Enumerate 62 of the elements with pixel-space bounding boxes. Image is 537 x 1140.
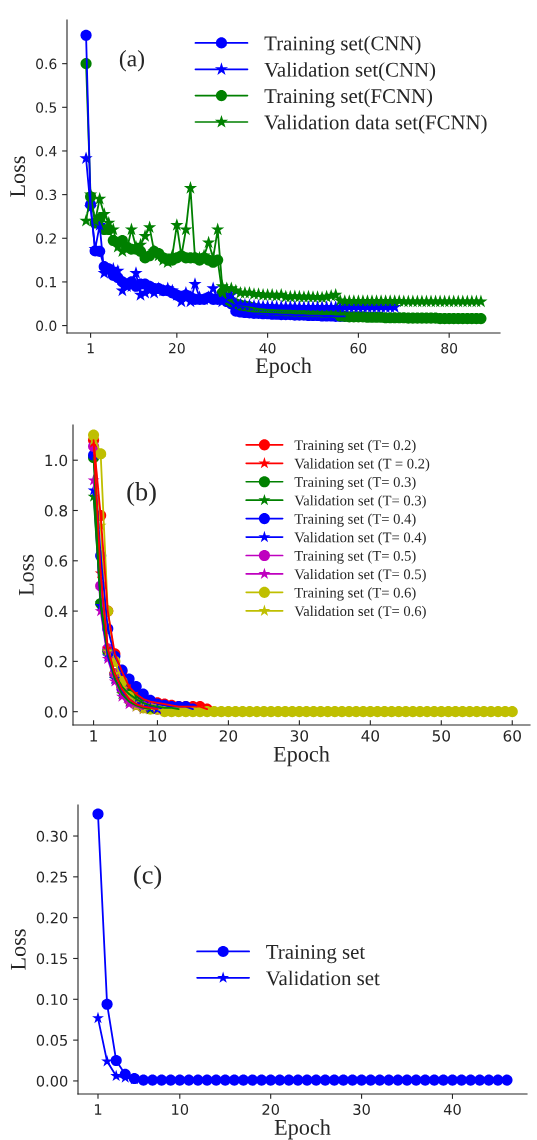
y-tick-label: 0.0: [36, 320, 57, 332]
x-tick-label: 30: [290, 730, 309, 742]
legend-label: Training set (T= 0.5): [294, 550, 416, 564]
y-tick-label: 0.25: [36, 871, 67, 883]
x-tick-label: 40: [259, 342, 276, 354]
y-tick-label: 0.0: [44, 706, 68, 718]
legend-label: Validation set (T= 0.5): [294, 568, 426, 583]
y-tick-label: 0.15: [36, 953, 67, 965]
legend-label: Validation data set(FCNN): [264, 114, 487, 134]
x-tick-label: 1: [87, 343, 94, 354]
x-tick-label: 40: [361, 730, 380, 742]
y-tick-label: 0.05: [36, 1034, 67, 1046]
y-tick-label: 0.10: [36, 994, 68, 1006]
x-tick-label: 50: [432, 730, 450, 742]
y-tick-label: 1.0: [45, 454, 68, 467]
legend-label: Training set (T= 0.3): [294, 476, 416, 490]
y-tick-label: 0.6: [44, 555, 68, 567]
x-axis-title: Epoch: [274, 1119, 331, 1140]
legend-label: Training set (T= 0.4): [294, 513, 416, 527]
x-axis-title: Epoch: [273, 746, 330, 767]
y-axis-title: Loss: [19, 554, 34, 596]
annotation: (c): [134, 865, 162, 890]
legend-label: Validation set (T= 0.3): [294, 495, 426, 509]
y-tick-label: 0.2: [36, 233, 56, 244]
x-tick-label: 1: [90, 730, 98, 742]
x-tick-label: 60: [503, 730, 521, 742]
x-axis-title: Epoch: [255, 357, 312, 378]
legend-label: Training set (T= 0.2): [294, 439, 416, 454]
legend-label: Training set(CNN): [264, 35, 421, 55]
x-tick-label: 10: [149, 730, 167, 742]
x-tick-label: 20: [169, 342, 185, 354]
y-tick-label: 0.4: [36, 145, 57, 157]
y-tick-label: 0.5: [36, 102, 57, 113]
y-tick-label: 0.2: [44, 655, 67, 668]
legend-label: Validation set (T= 0.4): [294, 532, 426, 546]
y-tick-label: 0.00: [36, 1075, 68, 1087]
legend-label: Validation set (T= 0.6): [294, 605, 426, 620]
annotation: (b): [127, 482, 156, 506]
x-tick-label: 80: [441, 342, 458, 354]
annotation: (a): [119, 49, 145, 72]
y-tick-label: 0.8: [44, 504, 68, 517]
x-tick-label: 1: [94, 1104, 102, 1115]
x-tick-label: 30: [353, 1103, 370, 1116]
x-tick-label: 60: [350, 342, 367, 354]
legend-label: Training set(FCNN): [264, 88, 433, 108]
x-tick-label: 40: [443, 1103, 461, 1116]
y-axis-title: Loss: [10, 929, 26, 970]
y-tick-label: 0.3: [36, 189, 57, 201]
y-tick-label: 0.1: [36, 276, 56, 288]
x-tick-label: 10: [172, 1103, 189, 1116]
legend-label: Training set (T= 0.6): [294, 587, 416, 601]
legend-label: Training set: [266, 944, 366, 964]
y-tick-label: 0.20: [36, 912, 68, 924]
x-tick-label: 20: [262, 1103, 279, 1116]
legend-label: Validation set: [266, 970, 380, 986]
legend-label: Validation set(CNN): [264, 62, 436, 82]
x-tick-label: 20: [219, 730, 238, 742]
y-tick-label: 0.4: [44, 605, 68, 618]
y-tick-label: 0.30: [36, 830, 68, 842]
legend-label: Validation set (T = 0.2): [294, 458, 430, 472]
y-axis-title: Loss: [10, 156, 26, 197]
y-tick-label: 0.6: [36, 58, 57, 70]
